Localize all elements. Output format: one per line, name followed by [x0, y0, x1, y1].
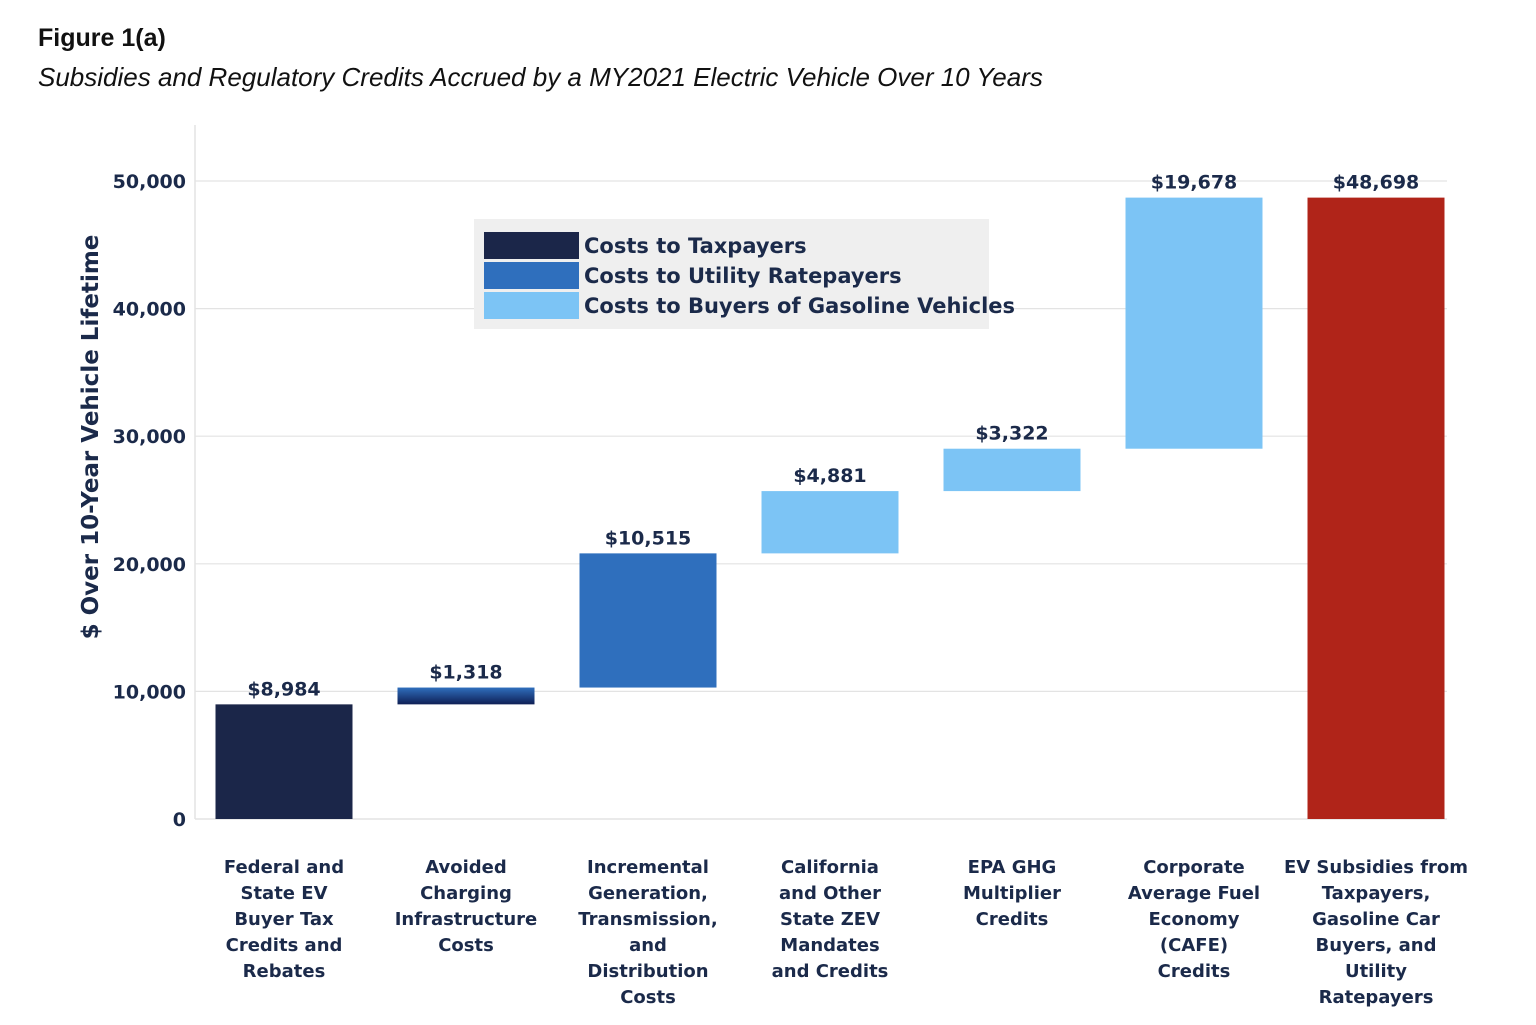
category-label: Buyer Tax [234, 909, 334, 930]
figure-title: Subsidies and Regulatory Credits Accrued… [38, 62, 1043, 92]
category-label: State EV [240, 883, 327, 904]
legend-swatch [484, 262, 579, 289]
bar-value-label: $10,515 [605, 527, 692, 549]
legend-label: Costs to Taxpayers [584, 234, 807, 258]
category-label: Credits [1158, 961, 1231, 982]
category-label: State ZEV [780, 909, 880, 930]
category-label: Utility [1345, 961, 1407, 982]
bar [215, 704, 353, 819]
category-label: Charging [420, 883, 512, 904]
category-label: California [781, 857, 879, 878]
category-label: Avoided [425, 857, 507, 878]
legend-swatch [484, 232, 579, 259]
legend-label: Costs to Utility Ratepayers [584, 264, 902, 288]
category-label: Ratepayers [1319, 987, 1434, 1008]
category-label: Average Fuel [1128, 883, 1260, 904]
y-axis-title: $ Over 10-Year Vehicle Lifetime [78, 235, 104, 640]
bar-value-label: $4,881 [793, 465, 866, 487]
category-label: Incremental [587, 857, 709, 878]
category-label: Mandates [780, 935, 879, 956]
category-label: Taxpayers, [1322, 883, 1431, 904]
bar-value-label: $48,698 [1333, 172, 1420, 194]
category-label: Credits and [226, 935, 343, 956]
category-label: Gasoline Car [1312, 909, 1440, 930]
bar [761, 491, 899, 554]
category-label: and Credits [772, 961, 889, 982]
category-label: and Other [779, 883, 881, 904]
bar-value-label: $8,984 [247, 678, 320, 700]
bar [943, 448, 1081, 492]
y-tick-label: 20,000 [113, 554, 186, 576]
category-label: EPA GHG [968, 857, 1057, 878]
category-label: Economy [1148, 909, 1239, 930]
category-label: Costs [620, 987, 676, 1008]
category-label: Transmission, [578, 909, 717, 930]
legend-label: Costs to Buyers of Gasoline Vehicles [584, 294, 1015, 318]
category-label: Credits [976, 909, 1049, 930]
figure-label: Figure 1(a) [38, 24, 166, 52]
category-label: EV Subsidies from [1284, 857, 1468, 878]
y-tick-label: 10,000 [113, 681, 186, 703]
bar [579, 553, 717, 688]
category-label: Distribution [587, 961, 708, 982]
y-tick-label: 50,000 [113, 171, 186, 193]
bar [397, 687, 535, 705]
category-label: Corporate [1143, 857, 1245, 878]
legend-swatch [484, 292, 579, 319]
category-label: Federal and [224, 857, 344, 878]
bar-value-label: $1,318 [429, 662, 502, 684]
bar-value-label: $19,678 [1151, 172, 1238, 194]
y-tick-label: 30,000 [113, 426, 186, 448]
y-tick-label: 40,000 [113, 299, 186, 321]
category-label: Generation, [588, 883, 708, 904]
category-label: and [629, 935, 667, 956]
y-tick-label: 0 [173, 809, 186, 831]
category-label: Costs [438, 935, 494, 956]
bar [1307, 197, 1445, 819]
category-label: Infrastructure [395, 909, 538, 930]
category-label: Multiplier [963, 883, 1061, 904]
category-label: Buyers, and [1315, 935, 1436, 956]
category-label: Rebates [243, 961, 326, 982]
category-label: (CAFE) [1160, 935, 1228, 956]
bar [1125, 197, 1263, 449]
bar-value-label: $3,322 [975, 423, 1048, 445]
